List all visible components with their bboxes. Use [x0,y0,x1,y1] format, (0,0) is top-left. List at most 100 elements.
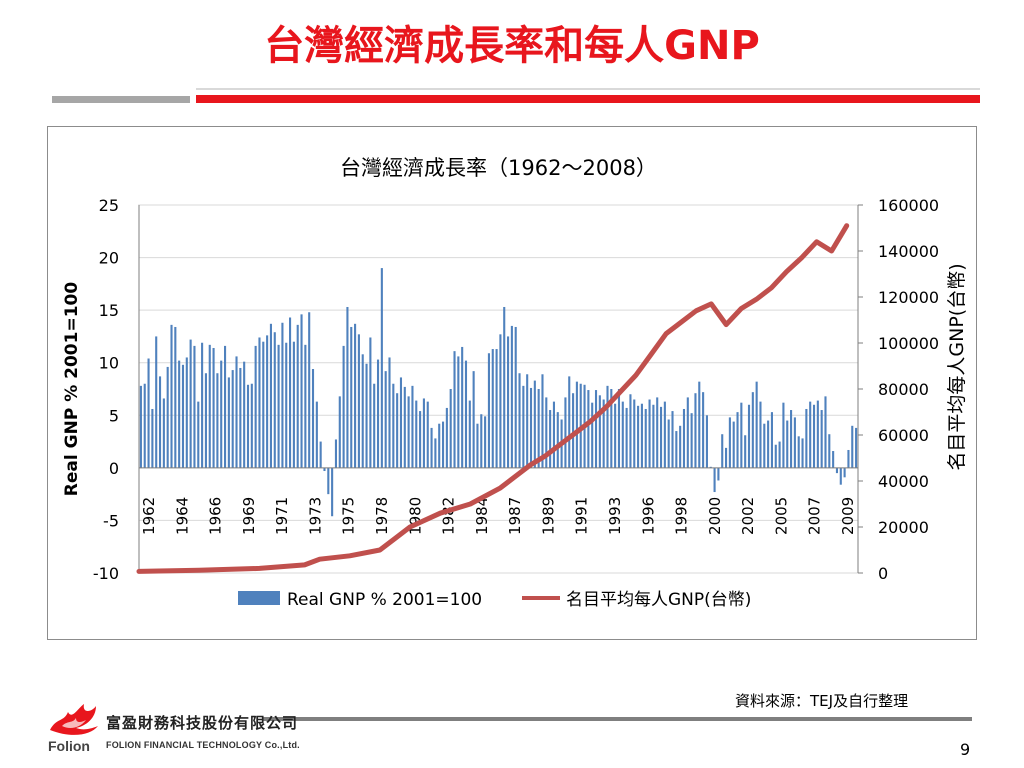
legend-swatch-bar [238,591,280,605]
x-tick-label: 2007 [806,497,824,535]
x-tick-label: 1991 [573,497,591,535]
gnp-growth-bar [193,345,196,468]
gnp-growth-bar [545,397,548,468]
title-underline-red [196,95,980,103]
gnp-growth-bar [510,325,513,468]
gnp-growth-bar [686,397,689,468]
gnp-growth-bar [438,423,441,468]
gnp-growth-bar [464,360,468,468]
gnp-growth-bar [254,345,257,468]
left-axis-title: Real GNP % 2001=100 [62,282,82,497]
gnp-growth-bar [235,356,238,468]
gnp-growth-bar [461,346,464,468]
gnp-growth-bar [300,314,303,468]
gnp-growth-bar [812,404,816,468]
gnp-growth-bar [656,397,659,468]
gnp-growth-bar [767,420,770,468]
gnp-growth-bar [728,417,731,468]
footer-divider [262,717,972,721]
gnp-growth-bar [713,467,716,493]
logo-wordmark: Folion [48,738,90,754]
gnp-growth-bar [507,336,510,468]
gnp-growth-bar [304,344,307,468]
gnp-growth-bar [747,404,751,468]
gnp-growth-bar [480,414,483,468]
gnp-growth-bar [262,341,265,468]
gnp-growth-bar [419,411,422,468]
gnp-growth-bar [744,435,747,468]
flame-logo-icon [50,704,98,735]
gnp-growth-bar [212,347,215,468]
gnp-growth-bar [679,425,682,468]
x-tick-label: 2005 [772,497,790,535]
right-axis-title: 名目平均每人GNP(台幣) [946,263,968,470]
gnp-growth-bar [828,434,831,468]
gnp-growth-bar [204,373,207,468]
gnp-growth-bar [201,342,204,468]
gnp-growth-bar [189,339,192,468]
gnp-growth-bar [373,383,376,468]
right-tick-label: 140000 [878,242,939,261]
left-tick-label: 10 [99,354,119,373]
gnp-growth-bar [522,385,525,468]
gnp-growth-bar [487,353,490,468]
gnp-growth-bar [537,389,540,468]
gnp-growth-bar [491,349,494,468]
gnp-growth-bar [269,323,272,468]
gnp-growth-bar [185,357,188,468]
gnp-growth-bar [591,402,594,468]
gnp-growth-bar [598,395,601,468]
gnp-growth-bar [392,383,395,468]
gnp-growth-bar [216,373,219,468]
gnp-growth-bar [801,438,804,468]
right-tick-label: 60000 [878,426,929,445]
gnp-growth-bar [250,383,253,468]
gnp-growth-bar [426,401,429,468]
gnp-growth-bar [357,334,360,468]
left-tick-label: -10 [93,564,119,583]
page-number: 9 [960,740,971,759]
gnp-growth-bar [361,354,364,468]
gnp-growth-bar [751,392,754,468]
gnp-growth-bar [667,419,670,468]
company-name-en: FOLION FINANCIAL TECHNOLOGY Co.,Ltd. [106,740,300,750]
gnp-growth-bar [568,376,571,468]
gnp-growth-bar [457,356,460,468]
gnp-growth-bar [273,332,276,468]
x-tick-label: 2009 [839,497,857,535]
left-tick-label: -5 [103,511,119,530]
gnp-growth-bar [839,467,842,485]
gnp-growth-bar [331,467,334,517]
gnp-growth-bar [717,467,720,481]
gnp-growth-bar [614,403,617,468]
gnp-growth-bar [610,389,613,468]
gnp-growth-bar [258,337,261,468]
gnp-growth-bar [399,377,403,468]
gnp-growth-bar [702,392,705,468]
gnp-growth-bar [147,358,150,468]
gnp-growth-bar [292,341,295,468]
gnp-dual-axis-chart: 25 20 15 10 5 0 -5 -10 160000 140000 120000 100000 8… [62,156,968,610]
x-tick-label: 1987 [506,497,524,535]
left-tick-label: 25 [99,196,119,215]
gnp-growth-bar [166,366,169,468]
gnp-growth-bar [855,427,858,468]
gnp-growth-bar [227,377,230,468]
gnp-growth-bar [564,397,567,468]
gnp-growth-bar [388,357,391,468]
gnp-growth-bar [847,449,850,468]
x-tick-label: 1964 [173,497,191,535]
gnp-growth-bar [319,441,322,468]
gnp-growth-bar [663,401,666,468]
gnp-growth-bar [755,381,758,468]
gnp-growth-bar [239,367,242,468]
gnp-growth-bar [396,393,399,468]
legend-label-line: 名目平均每人GNP(台幣) [566,590,751,610]
x-tick-label: 2000 [706,497,724,535]
chart-title: 台灣經濟成長率（1962～2008） [340,156,657,180]
gnp-growth-bar [170,324,173,468]
gnp-growth-bar [441,421,445,468]
gnp-growth-bar [311,369,315,468]
right-tick-label: 20000 [878,518,929,537]
right-tick-label: 40000 [878,472,929,491]
